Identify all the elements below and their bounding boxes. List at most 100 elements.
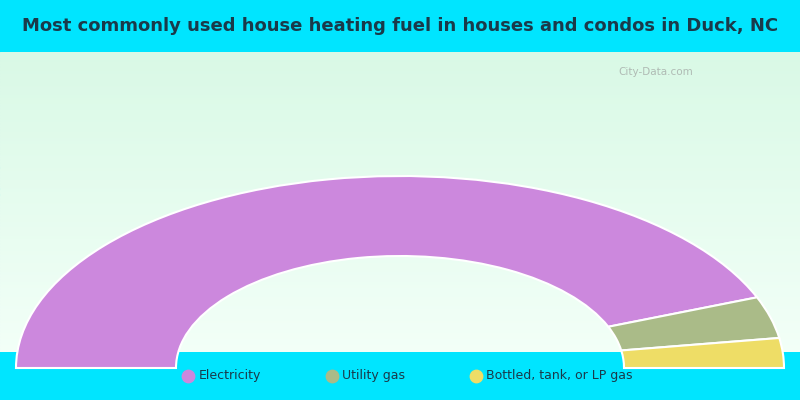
Wedge shape — [608, 297, 779, 350]
Bar — [0, 316, 800, 318]
Bar — [0, 80, 800, 82]
Bar — [0, 206, 800, 208]
Bar — [0, 344, 800, 346]
Bar — [0, 278, 800, 280]
Bar — [0, 70, 800, 72]
Bar — [0, 332, 800, 334]
Bar — [0, 256, 800, 258]
Bar — [0, 170, 800, 172]
Wedge shape — [622, 338, 784, 368]
Bar — [0, 134, 800, 136]
Bar — [0, 94, 800, 96]
Bar — [0, 254, 800, 256]
Bar — [0, 190, 800, 192]
Bar — [0, 84, 800, 85]
Bar — [0, 284, 800, 286]
Bar — [0, 223, 800, 224]
Bar — [0, 240, 800, 241]
Bar — [0, 108, 800, 109]
Bar — [0, 301, 800, 302]
Bar — [0, 192, 800, 193]
Text: Most commonly used house heating fuel in houses and condos in Duck, NC: Most commonly used house heating fuel in… — [22, 17, 778, 35]
Bar — [0, 100, 800, 102]
Bar — [0, 324, 800, 325]
Bar — [0, 238, 800, 240]
Text: City-Data.com: City-Data.com — [618, 67, 694, 77]
Bar — [0, 73, 800, 74]
Bar — [0, 56, 800, 58]
Bar — [0, 229, 800, 230]
Bar — [0, 236, 800, 238]
Bar — [0, 182, 800, 184]
Bar — [0, 214, 800, 216]
Bar — [0, 132, 800, 133]
Bar — [0, 139, 800, 140]
Bar — [0, 326, 800, 328]
Bar — [0, 348, 800, 349]
Bar — [0, 127, 800, 128]
Bar — [0, 118, 800, 120]
Bar — [0, 146, 800, 148]
Text: Bottled, tank, or LP gas: Bottled, tank, or LP gas — [486, 370, 633, 382]
Bar — [0, 120, 800, 121]
Bar — [0, 241, 800, 242]
Bar — [0, 187, 800, 188]
Bar — [0, 145, 800, 146]
Bar — [0, 235, 800, 236]
Bar — [0, 62, 800, 64]
Bar — [0, 85, 800, 86]
Bar — [0, 212, 800, 214]
Bar — [0, 90, 800, 91]
Bar — [0, 262, 800, 264]
Bar — [0, 282, 800, 283]
Bar — [0, 163, 800, 164]
Bar — [0, 91, 800, 92]
Bar — [0, 194, 800, 196]
Bar — [0, 158, 800, 160]
Bar — [0, 61, 800, 62]
Bar — [0, 116, 800, 118]
Bar — [0, 248, 800, 250]
Bar — [0, 276, 800, 277]
Bar — [0, 188, 800, 190]
Bar — [0, 270, 800, 271]
Bar — [0, 150, 800, 151]
Bar — [0, 104, 800, 106]
Bar — [0, 168, 800, 169]
Point — [326, 373, 338, 379]
Bar — [0, 349, 800, 350]
Point — [470, 373, 482, 379]
Bar — [0, 97, 800, 98]
Bar — [0, 174, 800, 175]
Bar — [0, 232, 800, 234]
Bar — [0, 154, 800, 156]
Bar — [0, 274, 800, 276]
Bar — [0, 246, 800, 247]
Bar — [0, 88, 800, 90]
Bar — [0, 180, 800, 181]
Bar — [0, 106, 800, 108]
Bar — [0, 320, 800, 322]
Bar — [0, 92, 800, 94]
Bar — [0, 322, 800, 324]
Bar — [0, 336, 800, 337]
Bar — [0, 142, 800, 144]
Bar — [0, 319, 800, 320]
Bar — [0, 74, 800, 76]
Bar — [0, 67, 800, 68]
Bar — [0, 72, 800, 73]
Bar — [0, 202, 800, 204]
Bar — [0, 350, 800, 352]
Bar — [0, 193, 800, 194]
Bar — [0, 218, 800, 220]
Bar — [0, 133, 800, 134]
Bar — [0, 96, 800, 97]
Bar — [0, 164, 800, 166]
Bar — [0, 352, 800, 400]
Bar — [0, 112, 800, 114]
Bar — [0, 314, 800, 316]
Bar — [0, 175, 800, 176]
Bar — [0, 0, 800, 52]
Bar — [0, 277, 800, 278]
Bar — [0, 184, 800, 186]
